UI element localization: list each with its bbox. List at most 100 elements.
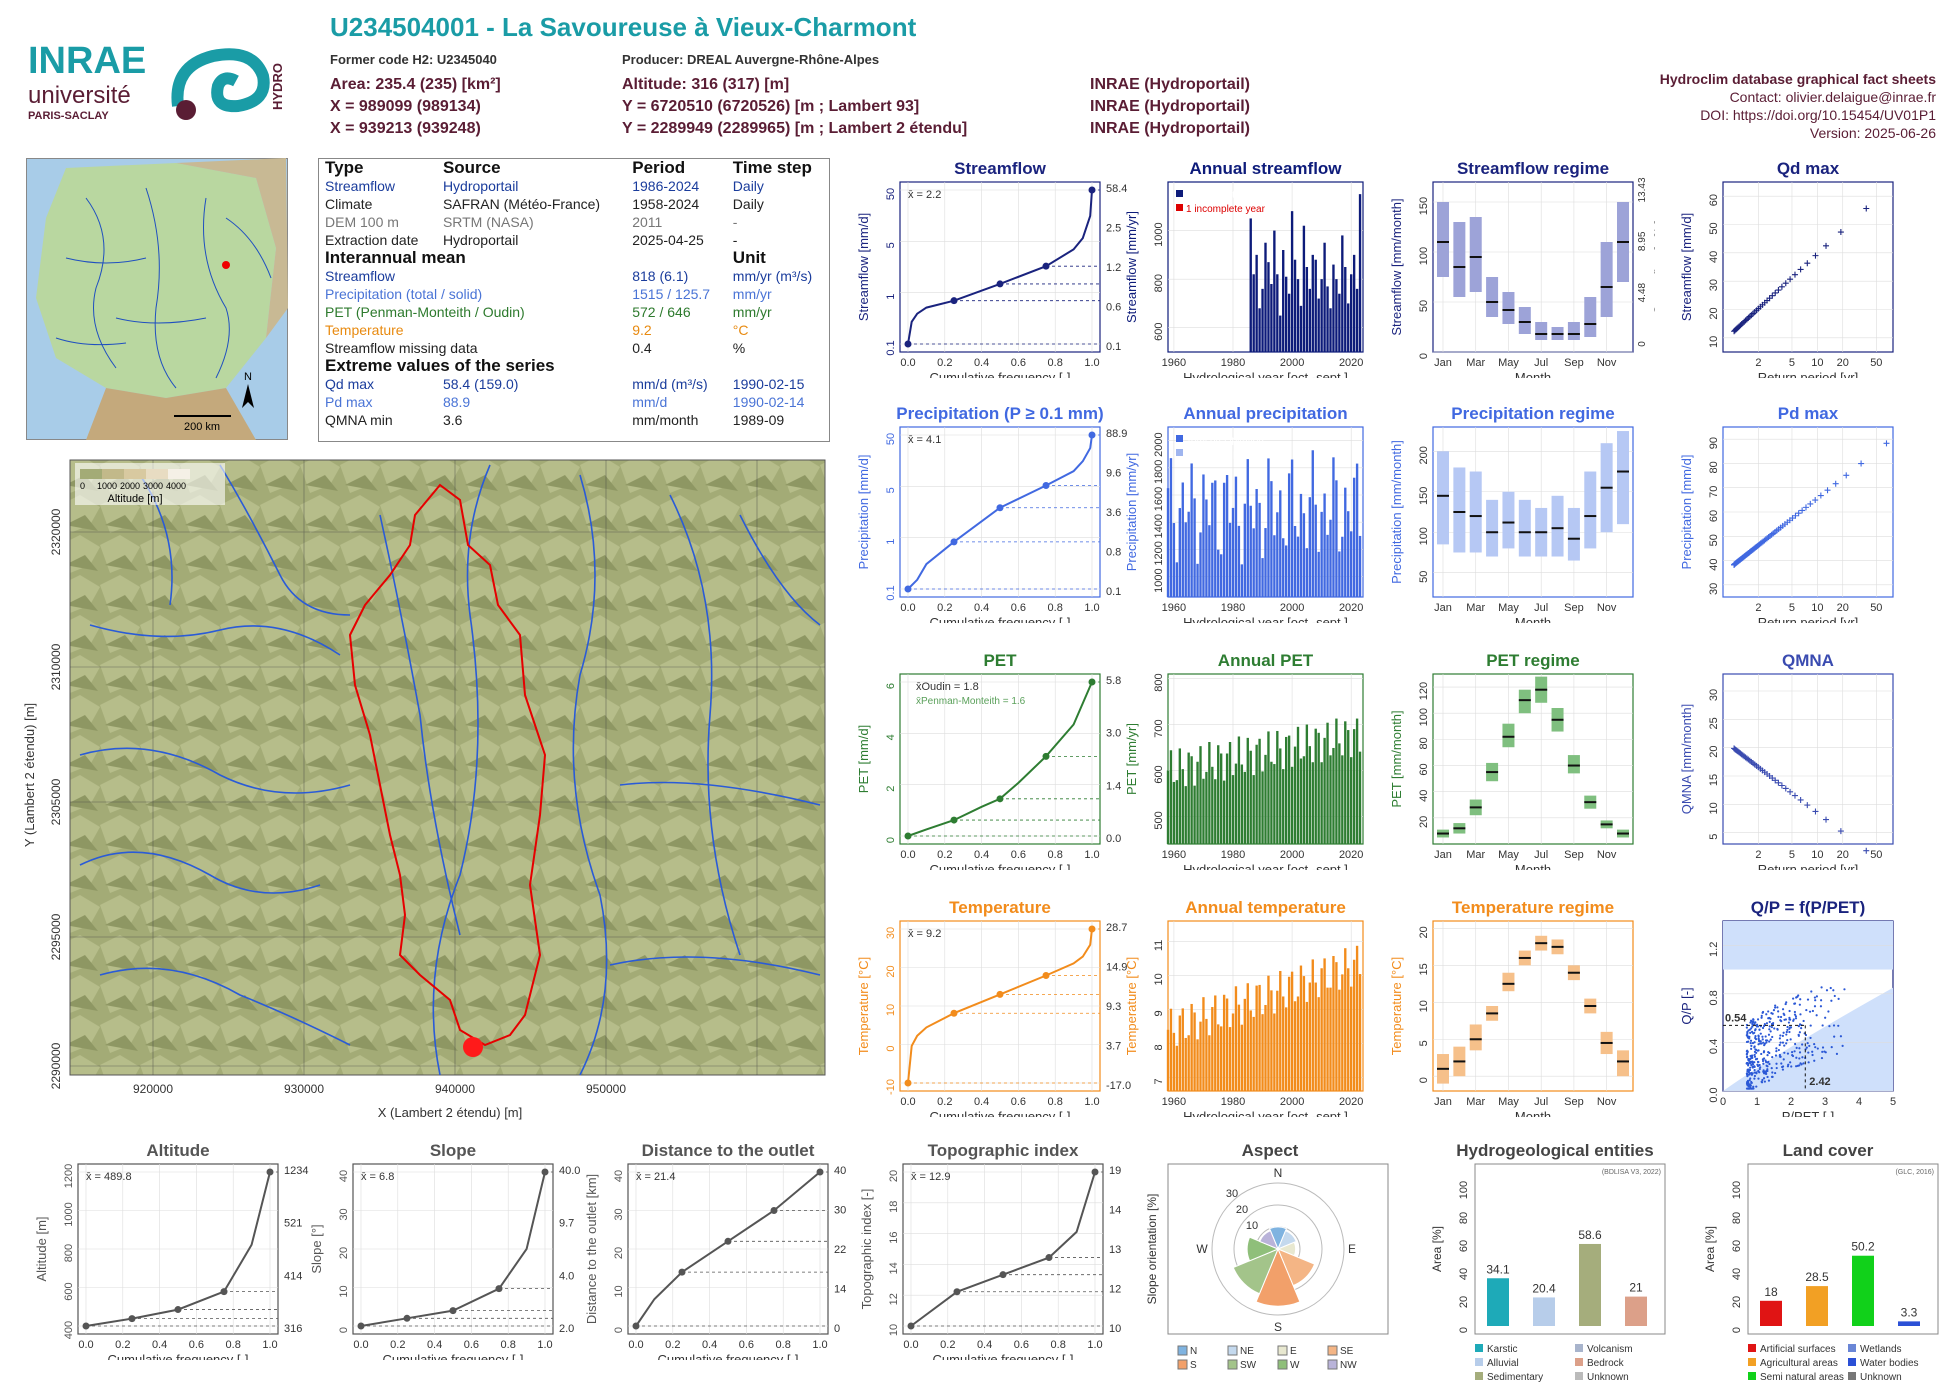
legend-swatch [1277,1345,1288,1356]
qp-point [1785,1033,1788,1036]
right-tick: 9.7 [559,1218,574,1230]
qp-point [1771,1035,1774,1039]
qp-point [1751,1087,1754,1090]
right-tick: -17.0 [1106,1080,1131,1092]
annual-bar [1264,1004,1267,1091]
aspect-dir: N [1274,1166,1283,1180]
x-tick: 2 [1755,357,1761,369]
qp-point [1820,986,1823,989]
plot-frame [1722,181,1894,353]
chart-ann_pet: Annual PET Hydrological year [oct.-sept.]… [1124,651,1364,870]
y-tick: 15 [1708,774,1720,786]
x-axis-label: Return period [yr] [1758,862,1858,870]
qp-point [1791,1054,1795,1058]
qp-point [1808,1044,1811,1048]
chart-title: Annual temperature [1185,898,1346,917]
qp-point [1778,1053,1782,1057]
annual-bar [1320,968,1323,1091]
x-tick: 0.4 [974,1096,989,1108]
qp-point [1757,1077,1760,1080]
rp-point [1837,229,1844,236]
chart-title: Annual PET [1218,651,1314,670]
y-tick: 40 [1731,1268,1743,1280]
y-tick: 1 [885,294,897,300]
qp-point [1795,1046,1798,1049]
y-axis-label: Precipitation [mm/d] [856,455,871,570]
qp-point [1758,1067,1761,1071]
regime-box [1535,322,1548,340]
annual-bar [1326,722,1329,844]
plot-frame [902,1163,1104,1335]
qp-point [1798,1003,1801,1006]
cell: Daily [732,196,764,212]
y-tick: 60 [1708,194,1720,206]
rp-point [1772,289,1779,296]
qp-point [1788,1018,1791,1021]
meta-contact[interactable]: Contact: olivier.delaigue@inrae.fr [1729,89,1936,105]
annual-bar [1205,771,1208,844]
annual-bar [1166,488,1170,597]
rp-point [1843,472,1850,479]
quantile-point [904,340,912,348]
annual-bar [1338,989,1341,1091]
qp-point [1809,1036,1812,1040]
x-axis-label: Month [1515,370,1551,378]
x-tick: Jan [1434,849,1452,861]
chart-hydrogeo: Hydrogeological entities 0 20 40 60 80 100 Area… [1430,1141,1666,1383]
annual-bar [1299,305,1303,352]
legend-entry: Semi natural areas [1760,1372,1844,1383]
annual-bar [1264,242,1267,352]
x-tick: 0.0 [628,1339,643,1351]
qp-point [1764,1039,1768,1042]
annual-bar [1293,526,1297,597]
legend-swatch [1327,1345,1338,1356]
annual-bar [1329,519,1332,597]
qp-point [1768,1020,1771,1023]
y-tick: 5 [1708,834,1720,840]
qp-point [1843,988,1846,991]
bar-label: 58.6 [1578,1228,1602,1242]
y-axis-label: Precipitation [mm/yr] [1124,453,1139,571]
annual-bar [1175,1045,1179,1091]
qp-point [1763,1044,1766,1047]
qp-point [1786,1039,1789,1042]
x-tick: 0.2 [937,1096,952,1108]
source-note: (GLC, 2016) [1895,1169,1934,1176]
qp-point [1837,997,1840,1000]
legend-entry: Total precipitation [1186,435,1264,446]
annual-bar [1220,1026,1223,1091]
annual-bar [1344,487,1347,597]
annual-bar [1264,528,1267,597]
qp-point [1780,1019,1783,1023]
annual-bar [1299,493,1303,597]
qp-point [1770,1067,1773,1070]
category-bar [1760,1300,1782,1326]
annual-bar [1335,480,1338,597]
quantile-point [904,585,912,593]
chart-qd_max: Qd max Return period [yr] Streamflow [mm/d… [1679,159,1894,378]
qp-point [1766,1053,1769,1057]
qp-point [1753,1041,1756,1044]
qp-point [1821,1024,1824,1027]
meta-doi[interactable]: DOI: https://doi.org/10.15454/UV01P1 [1700,107,1936,123]
rp-point [1863,847,1870,854]
y-tick: 10 [1418,1000,1430,1012]
y-axis-label: Streamflow [mm/yr] [1124,211,1139,323]
x-tick: 2000 [1280,1096,1304,1108]
annual-bar [1175,562,1179,597]
x-tick: Nov [1597,357,1617,369]
x-tick: 0.0 [903,1339,918,1351]
quantile-point [174,1306,182,1314]
right-tick: 9.3 [1106,1001,1121,1013]
qp-point [1814,999,1817,1002]
x-axis-label: Hydrological year [oct.-sept.] [1183,862,1348,870]
rp-point [1837,828,1844,835]
qp-point [1820,1056,1824,1060]
cell: 1990-02-14 [732,394,805,410]
y-axis-label: Streamflow [mm/d] [1679,213,1694,321]
cell: 1958-2024 [632,196,700,212]
legend-entry: Bedrock [1587,1358,1625,1369]
annual-bar [1332,956,1335,1091]
quantile-point [1088,431,1096,439]
cell: mm/yr (m³/s) [732,268,813,284]
